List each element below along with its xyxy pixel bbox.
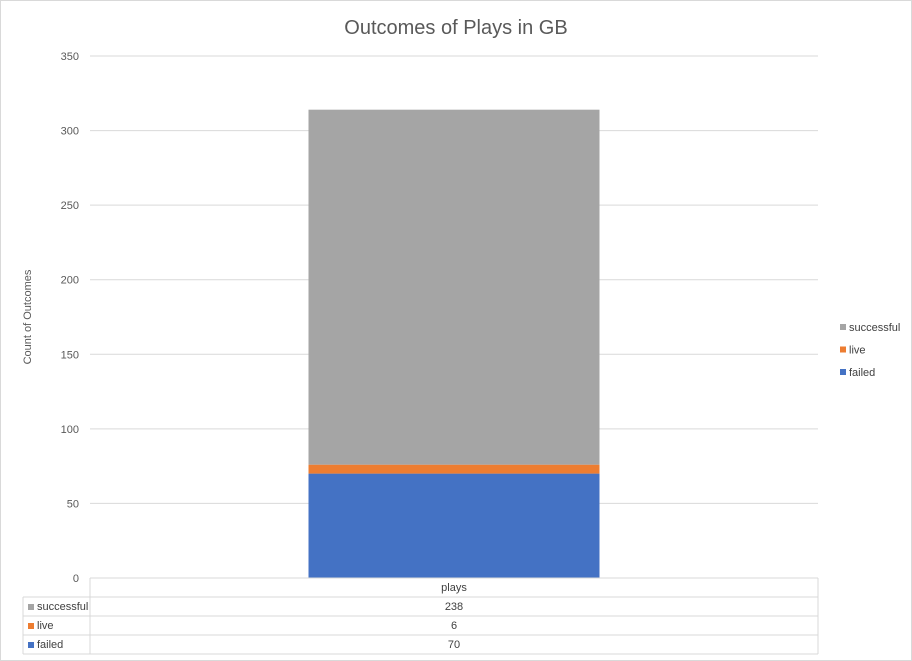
table-swatch-live bbox=[28, 623, 34, 629]
table-row-label-failed: failed bbox=[37, 639, 63, 651]
data-table: plays successful 238 live 6 failed 70 bbox=[22, 577, 819, 655]
legend-swatch-live bbox=[840, 346, 846, 353]
y-tick-label-150: 150 bbox=[61, 349, 79, 361]
bars bbox=[308, 109, 600, 578]
chart-title: Outcomes of Plays in GB bbox=[344, 17, 567, 39]
legend: successful live failed bbox=[840, 322, 900, 379]
table-swatch-successful bbox=[28, 604, 34, 610]
table-row-label-live: live bbox=[37, 620, 54, 632]
legend-swatch-successful bbox=[840, 324, 846, 330]
bar-segment-successful bbox=[308, 109, 600, 465]
y-tick-labels: 0 50 100 150 200 250 300 350 bbox=[61, 51, 79, 585]
legend-label-successful: successful bbox=[849, 322, 900, 334]
legend-swatch-failed bbox=[840, 369, 846, 375]
y-tick-label-50: 50 bbox=[67, 498, 79, 510]
bar-segment-failed bbox=[308, 473, 600, 578]
table-header-plays: plays bbox=[441, 582, 467, 594]
y-tick-label-300: 300 bbox=[61, 126, 79, 138]
table-value-live: 6 bbox=[451, 620, 457, 632]
y-tick-label-100: 100 bbox=[61, 424, 79, 436]
table-value-successful: 238 bbox=[445, 601, 463, 613]
table-swatch-failed bbox=[28, 642, 34, 648]
y-tick-label-200: 200 bbox=[61, 275, 79, 287]
legend-label-failed: failed bbox=[849, 367, 875, 379]
y-tick-label-0: 0 bbox=[73, 573, 79, 585]
y-tick-label-350: 350 bbox=[61, 51, 79, 63]
y-axis-label: Count of Outcomes bbox=[22, 269, 34, 364]
bar-segment-live bbox=[308, 464, 600, 474]
table-value-failed: 70 bbox=[448, 639, 460, 651]
y-tick-label-250: 250 bbox=[61, 200, 79, 212]
table-row-label-successful: successful bbox=[37, 601, 88, 613]
legend-label-live: live bbox=[849, 345, 866, 357]
